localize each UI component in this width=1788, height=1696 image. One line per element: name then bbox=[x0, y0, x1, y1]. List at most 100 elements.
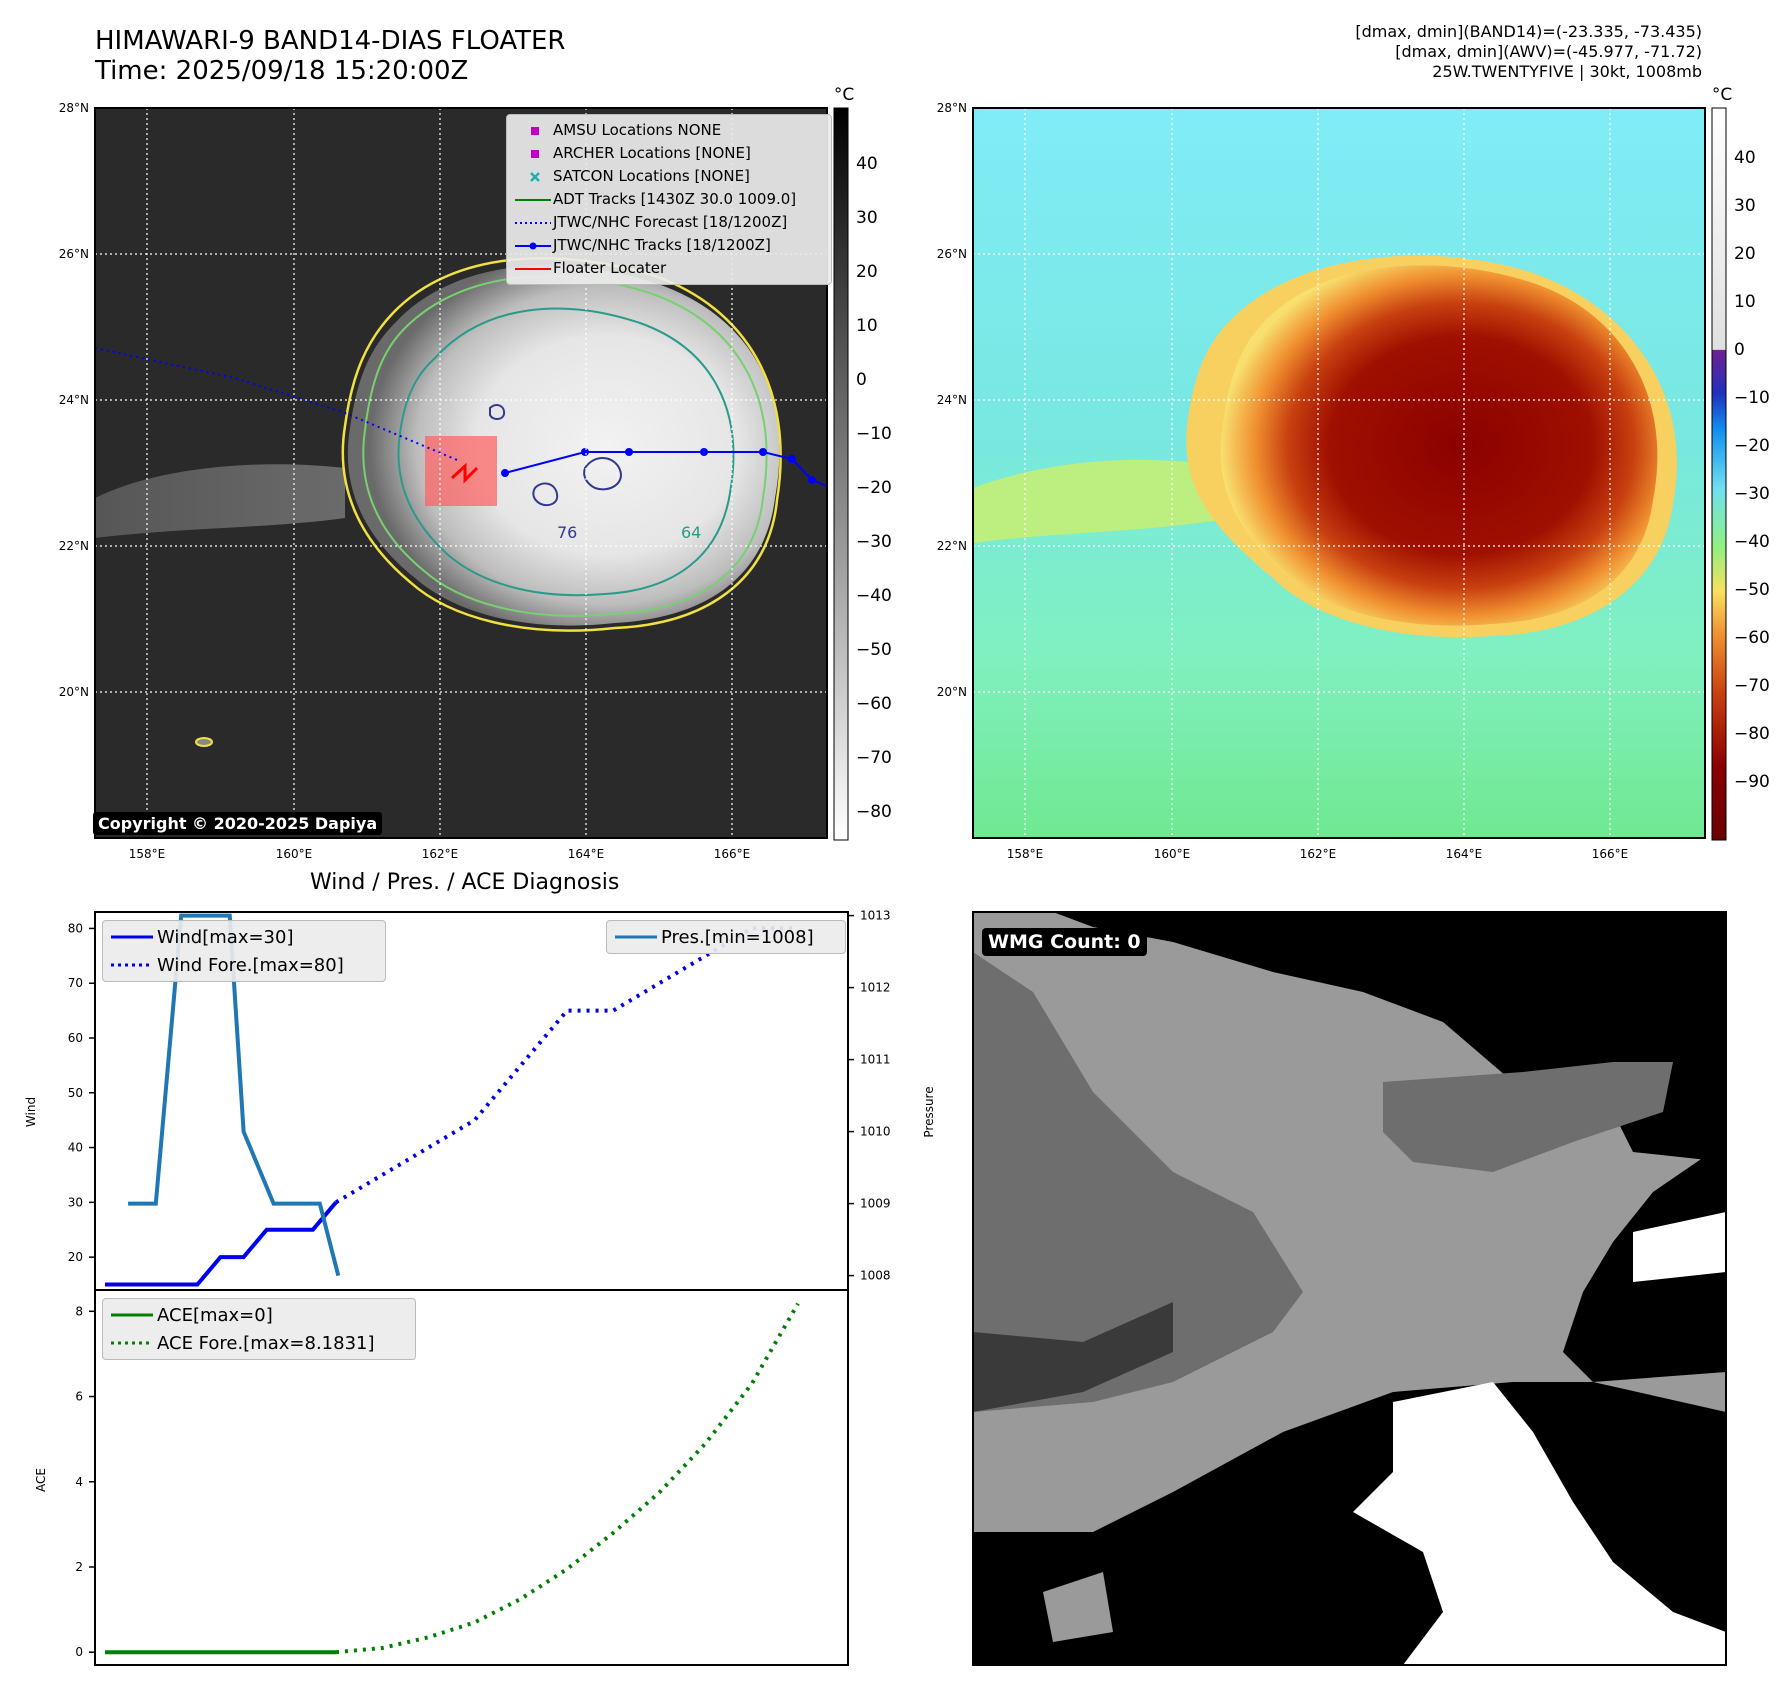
y-tick-label: 70 bbox=[68, 976, 83, 990]
lat-20: 20°N bbox=[59, 685, 89, 699]
y-tick-label: 30 bbox=[68, 1195, 83, 1209]
svg-text:−30: −30 bbox=[1734, 484, 1770, 504]
svg-text:−90: −90 bbox=[1734, 772, 1770, 792]
svg-text:−40: −40 bbox=[856, 586, 892, 606]
y2-tick-label: 1009 bbox=[860, 1197, 891, 1211]
lon-158: 158°E bbox=[129, 847, 166, 861]
colorbar-left-unit: °C bbox=[834, 85, 854, 105]
map-lon-labels: 158°E 160°E 162°E 164°E 166°E bbox=[129, 847, 751, 861]
svg-text:20°N: 20°N bbox=[937, 685, 967, 699]
awv-lat-labels: 28°N 26°N 24°N 22°N 20°N bbox=[937, 101, 967, 699]
svg-text:22°N: 22°N bbox=[937, 539, 967, 553]
svg-text:166°E: 166°E bbox=[1592, 847, 1629, 861]
svg-text:24°N: 24°N bbox=[937, 393, 967, 407]
y2-tick-label: 1011 bbox=[860, 1053, 891, 1067]
colorbar-awv: °C 40 30 20 10 0 −10 −20 −30 −40 −50 −60… bbox=[1711, 85, 1770, 841]
svg-text:−40: −40 bbox=[1734, 532, 1770, 552]
svg-text:26°N: 26°N bbox=[937, 247, 967, 261]
legend-ace-fore: ACE Fore.[max=8.1831] bbox=[109, 1329, 409, 1357]
line-swatch-icon bbox=[515, 267, 551, 270]
y-tick-label: 50 bbox=[68, 1086, 83, 1100]
svg-text:−10: −10 bbox=[856, 424, 892, 444]
stats-awv: [dmax, dmin](AWV)=(-45.977, -71.72) bbox=[1395, 42, 1702, 61]
map-lat-labels: 28°N 26°N 24°N 22°N 20°N bbox=[59, 101, 89, 699]
svg-text:162°E: 162°E bbox=[1300, 847, 1337, 861]
pressure-legend: Pres.[min=1008] bbox=[606, 920, 846, 954]
map-legend: AMSU Locations NONE ARCHER Locations [NO… bbox=[506, 114, 832, 285]
legend-satcon: SATCON Locations [NONE] bbox=[513, 165, 825, 188]
stats-block: [dmax, dmin](BAND14)=(-23.335, -73.435) … bbox=[1355, 22, 1702, 82]
diagnosis-title: Wind / Pres. / ACE Diagnosis bbox=[310, 870, 620, 895]
jtwc-track-line bbox=[504, 451, 828, 487]
svg-text:160°E: 160°E bbox=[1154, 847, 1191, 861]
svg-text:40: 40 bbox=[1734, 148, 1756, 168]
wmg-gray-patch bbox=[1043, 1572, 1113, 1642]
dotted-swatch-icon bbox=[111, 1341, 153, 1345]
svg-text:28°N: 28°N bbox=[937, 101, 967, 115]
series-line bbox=[105, 1201, 338, 1287]
svg-text:−60: −60 bbox=[1734, 628, 1770, 648]
y-tick-label: 6 bbox=[75, 1390, 83, 1404]
jtwc-track-markers bbox=[501, 448, 816, 484]
square-marker-icon bbox=[531, 126, 539, 135]
colorbar-right-ticks: 40 30 20 10 0 −10 −20 −30 −40 −50 −60 −7… bbox=[1734, 148, 1770, 792]
svg-text:20: 20 bbox=[1734, 244, 1756, 264]
svg-text:20: 20 bbox=[856, 262, 878, 282]
colorbar-left-ticks: 40 30 20 10 0 −10 −20 −30 −40 −50 −60 −7… bbox=[856, 154, 892, 822]
legend-floater: Floater Locater bbox=[513, 257, 825, 280]
pressure-axis-label: Pressure bbox=[922, 1086, 936, 1137]
svg-text:−20: −20 bbox=[1734, 436, 1770, 456]
wmg-darker-left bbox=[973, 1302, 1173, 1412]
line-marker-swatch-icon bbox=[515, 242, 551, 249]
wmg-black-top bbox=[1053, 912, 1726, 1162]
stats-band14: [dmax, dmin](BAND14)=(-23.335, -73.435) bbox=[1355, 22, 1702, 41]
line-swatch-icon bbox=[111, 935, 153, 939]
copyright-badge: Copyright © 2020-2025 Dapiya bbox=[93, 812, 383, 835]
svg-text:0: 0 bbox=[1734, 340, 1745, 360]
lat-22: 22°N bbox=[59, 539, 89, 553]
legend-archer: ARCHER Locations [NONE] bbox=[513, 142, 825, 165]
svg-text:158°E: 158°E bbox=[1007, 847, 1044, 861]
wmg-white-right bbox=[1633, 1212, 1726, 1282]
y-tick-label: 40 bbox=[68, 1141, 83, 1155]
line-swatch-icon bbox=[111, 1313, 153, 1317]
contour-label-64: 64 bbox=[681, 523, 701, 542]
lat-28: 28°N bbox=[59, 101, 89, 115]
legend-tracks: JTWC/NHC Tracks [18/1200Z] bbox=[513, 234, 825, 257]
svg-text:0: 0 bbox=[856, 370, 867, 390]
svg-text:−50: −50 bbox=[1734, 580, 1770, 600]
dotted-swatch-icon bbox=[111, 963, 153, 967]
legend-forecast: JTWC/NHC Forecast [18/1200Z] bbox=[513, 211, 825, 234]
legend-pressure: Pres.[min=1008] bbox=[613, 923, 839, 951]
colorbar-right-unit: °C bbox=[1712, 85, 1732, 105]
y-tick-label: 8 bbox=[75, 1304, 83, 1318]
lon-160: 160°E bbox=[276, 847, 313, 861]
floater-locater-mark bbox=[450, 462, 479, 484]
wmg-count-badge: WMG Count: 0 bbox=[982, 928, 1147, 956]
jtwc-forecast-line bbox=[94, 347, 458, 461]
lon-166: 166°E bbox=[714, 847, 751, 861]
svg-text:−50: −50 bbox=[856, 640, 892, 660]
y-tick-label: 80 bbox=[68, 921, 83, 935]
svg-text:−60: −60 bbox=[856, 694, 892, 714]
y2-tick-label: 1010 bbox=[860, 1125, 891, 1139]
lon-162: 162°E bbox=[422, 847, 459, 861]
svg-text:−70: −70 bbox=[856, 748, 892, 768]
series-line bbox=[128, 913, 341, 1277]
svg-text:30: 30 bbox=[856, 208, 878, 228]
wmg-panel bbox=[972, 911, 1727, 1666]
contour-blue-3 bbox=[489, 404, 506, 420]
awv-gridlines bbox=[973, 108, 1705, 838]
title-time: Time: 2025/09/18 15:20:00Z bbox=[95, 56, 469, 86]
cloud-band-west bbox=[95, 464, 345, 538]
contour-label-76: 76 bbox=[557, 523, 577, 542]
svg-text:−20: −20 bbox=[856, 478, 892, 498]
awv-storm bbox=[1220, 265, 1658, 626]
svg-text:−30: −30 bbox=[856, 532, 892, 552]
lon-164: 164°E bbox=[568, 847, 605, 861]
legend-wind-fore: Wind Fore.[max=80] bbox=[109, 951, 379, 979]
lat-24: 24°N bbox=[59, 393, 89, 407]
isolated-cloud bbox=[195, 737, 213, 747]
y2-tick-label: 1012 bbox=[860, 981, 891, 995]
